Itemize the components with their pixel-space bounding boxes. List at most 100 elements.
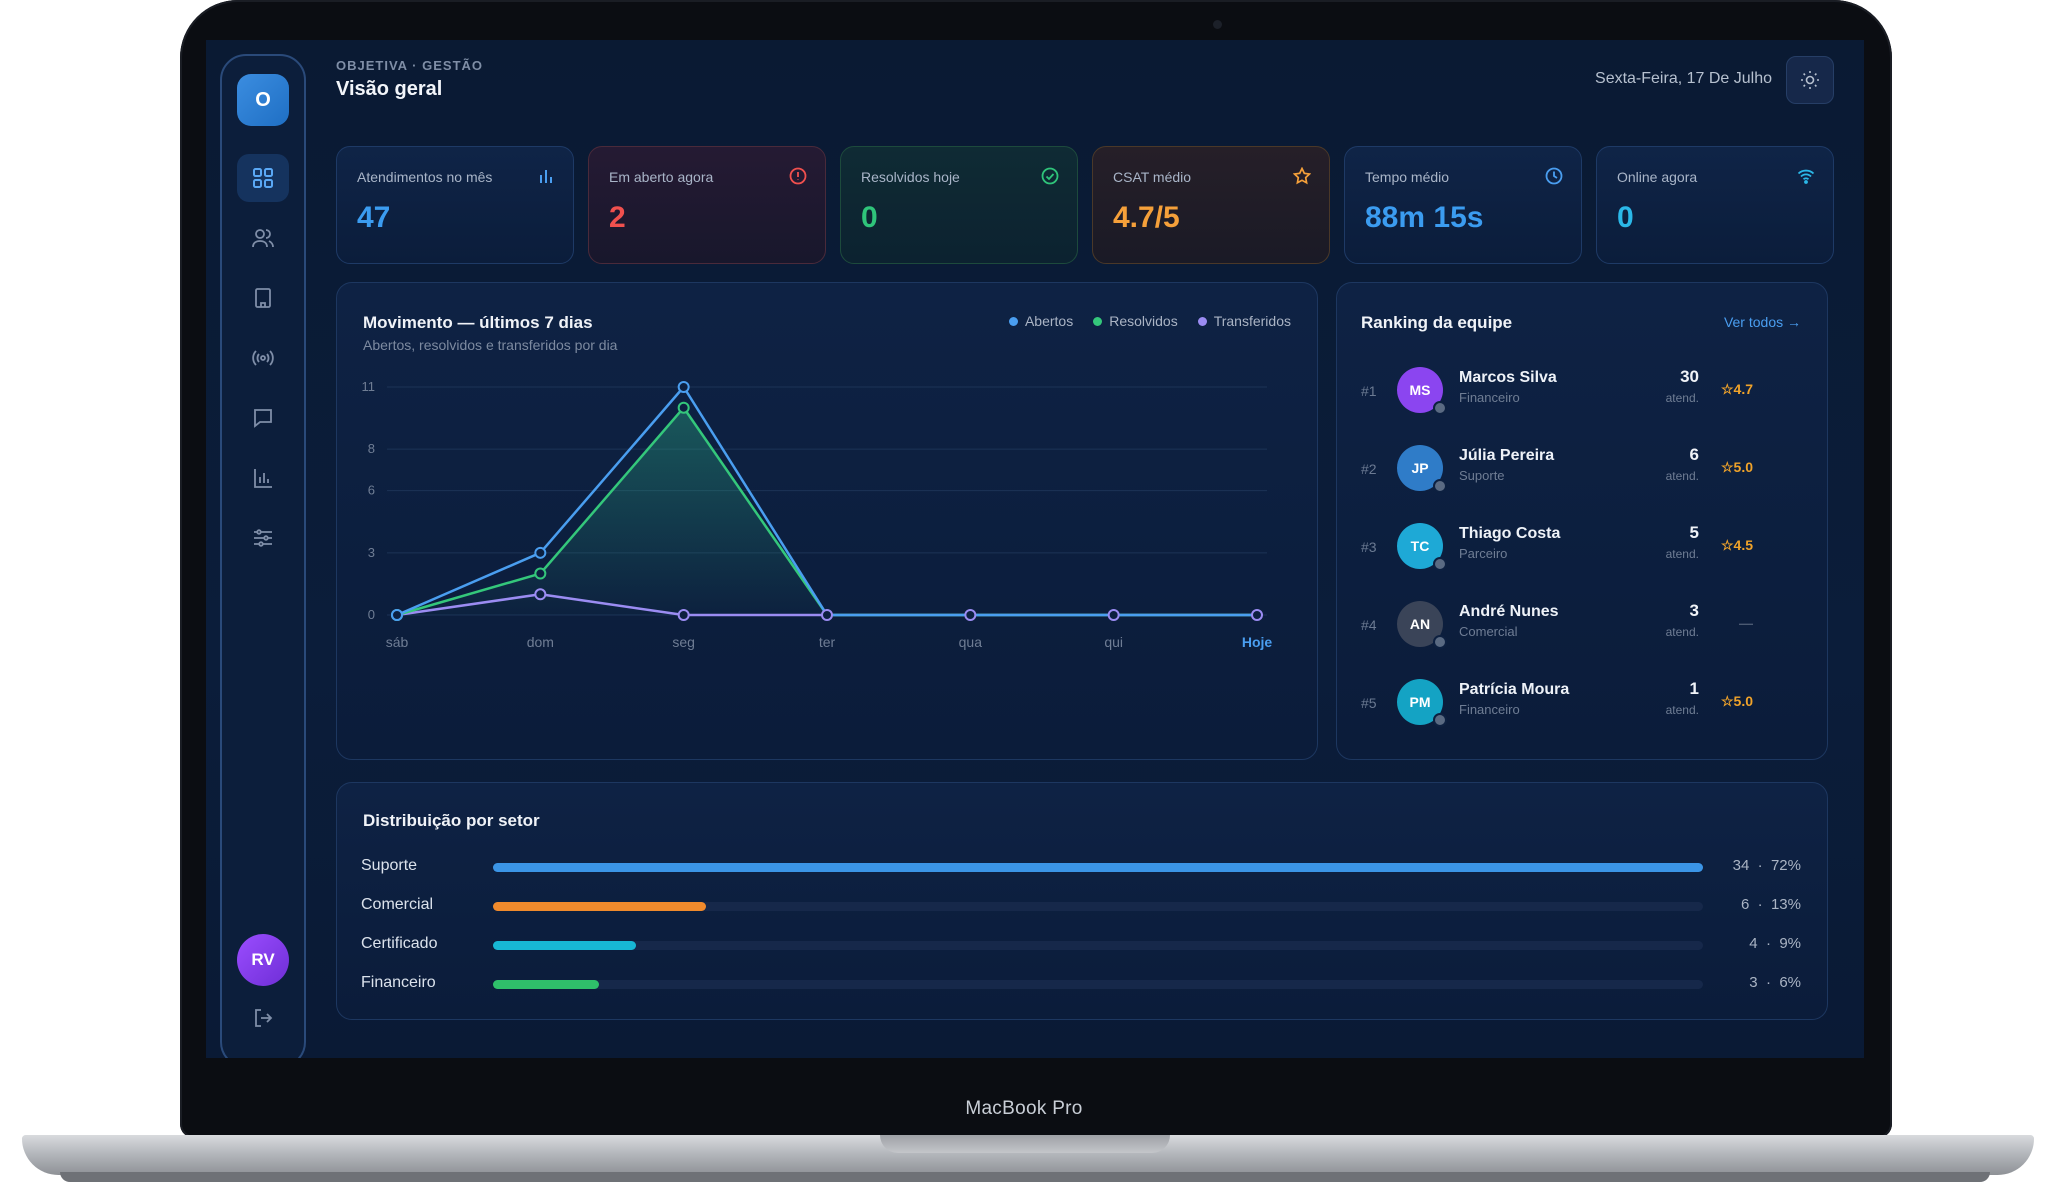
laptop-notch <box>880 1135 1170 1153</box>
page-title: Visão geral <box>336 78 443 100</box>
data-point[interactable] <box>1107 609 1120 621</box>
rank-position: #3 <box>1361 539 1377 555</box>
laptop-foot <box>60 1172 1990 1182</box>
data-point[interactable] <box>677 609 690 621</box>
agent-count-unit: atend. <box>1665 547 1699 561</box>
legend-item-resolvidos[interactable]: Resolvidos <box>1093 313 1178 329</box>
y-tick-label: 8 <box>368 441 375 456</box>
distribution-row: Comercial 6 · 13% <box>361 894 1801 918</box>
legend-item-abertos[interactable]: Abertos <box>1008 313 1073 329</box>
series-area-resolvidos <box>397 407 1257 615</box>
stat-value: 0 <box>1617 201 1634 234</box>
stat-card-online[interactable]: Online agora 0 <box>1596 146 1834 264</box>
sector-bar-fill <box>493 941 636 950</box>
data-point[interactable] <box>677 401 690 414</box>
x-tick-label: qui <box>1104 634 1123 650</box>
ranking-row[interactable]: #5 PM Patrícia Moura Financeiro 1 atend.… <box>1361 675 1801 731</box>
x-tick-label: dom <box>527 634 554 650</box>
legend-item-transferidos[interactable]: Transferidos <box>1197 313 1291 329</box>
data-point[interactable] <box>821 609 833 621</box>
status-dot <box>1433 479 1447 493</box>
sector-bar-fill <box>493 863 1703 872</box>
app-logo[interactable]: O <box>237 74 289 126</box>
rank-position: #5 <box>1361 695 1377 711</box>
agent-count: 3 <box>1689 601 1699 620</box>
chart-title: Movimento — últimos 7 dias <box>363 313 593 332</box>
agent-count: 5 <box>1689 523 1699 542</box>
logout-button[interactable] <box>237 996 289 1040</box>
stat-label: Atendimentos no mês <box>357 169 493 185</box>
agent-rating: — <box>1739 615 1753 631</box>
building-icon <box>255 288 271 308</box>
sector-value: 3 · 6% <box>1749 974 1801 991</box>
data-point[interactable] <box>964 609 977 621</box>
star-icon <box>1292 166 1312 190</box>
current-date: Sexta-Feira, 17 De Julho <box>1595 70 1772 87</box>
agent-name: Patrícia Moura <box>1459 681 1570 698</box>
user-avatar[interactable]: RV <box>237 934 289 986</box>
x-tick-label: qua <box>959 634 983 650</box>
agent-count: 30 <box>1680 367 1699 386</box>
x-tick-label: Hoje <box>1242 634 1273 650</box>
sidebar-item-users[interactable] <box>237 214 289 262</box>
sidebar-item-broadcast[interactable] <box>237 334 289 382</box>
sector-bar-track <box>493 941 1703 950</box>
grid-icon <box>253 168 273 188</box>
device-label: MacBook Pro <box>965 1098 1083 1119</box>
sidebar-item-messages[interactable] <box>237 394 289 442</box>
ranking-row[interactable]: #2 JP Júlia Pereira Suporte 6 atend. ☆5.… <box>1361 441 1801 497</box>
chart-panel: Movimento — últimos 7 dias Abertos, reso… <box>336 282 1318 760</box>
distribution-panel: Distribuição por setor Suporte 34 · 72% … <box>336 782 1828 1020</box>
stat-card-resolvidos[interactable]: Resolvidos hoje 0 <box>840 146 1078 264</box>
agent-count-unit: atend. <box>1665 703 1699 717</box>
data-point[interactable] <box>677 381 690 393</box>
stat-label: Em aberto agora <box>609 169 714 185</box>
sun-icon <box>1801 71 1819 89</box>
agent-count: 1 <box>1689 679 1699 698</box>
broadcast-icon <box>252 350 274 366</box>
sidebar-item-settings[interactable] <box>237 514 289 562</box>
app-screen: O RV OBJETIVA · GESTÃO Visão geral Sexta… <box>206 40 1864 1058</box>
x-tick-label: sáb <box>386 634 409 650</box>
ranking-row[interactable]: #3 TC Thiago Costa Parceiro 5 atend. ☆4.… <box>1361 519 1801 575</box>
agent-rating: ☆4.5 <box>1720 537 1753 553</box>
stat-card-tempo-medio[interactable]: Tempo médio 88m 15s <box>1344 146 1582 264</box>
ranking-row[interactable]: #4 AN André Nunes Comercial 3 atend. — <box>1361 597 1801 653</box>
ranking-panel: Ranking da equipe Ver todos → #1 MS Marc… <box>1336 282 1828 760</box>
y-tick-label: 11 <box>362 379 376 394</box>
status-dot <box>1433 557 1447 571</box>
stat-card-csat[interactable]: CSAT médio 4.7/5 <box>1092 146 1330 264</box>
agent-name: André Nunes <box>1459 603 1559 620</box>
sector-bar-fill <box>493 980 600 989</box>
camera <box>1213 20 1222 29</box>
sector-bar-track <box>493 980 1703 989</box>
rank-position: #1 <box>1361 383 1377 399</box>
y-tick-label: 3 <box>368 545 375 560</box>
data-point[interactable] <box>534 567 547 580</box>
sidebar-item-dashboard[interactable] <box>237 154 289 202</box>
agent-name: Thiago Costa <box>1459 525 1561 542</box>
sidebar-item-reports[interactable] <box>237 454 289 502</box>
ranking-row[interactable]: #1 MS Marcos Silva Financeiro 30 atend. … <box>1361 363 1801 419</box>
stat-card-atendimentos[interactable]: Atendimentos no mês 47 <box>336 146 574 264</box>
rank-position: #4 <box>1361 617 1377 633</box>
alert-circle-icon <box>789 167 807 190</box>
data-point[interactable] <box>534 546 547 559</box>
agent-rating: ☆4.7 <box>1720 381 1753 397</box>
y-tick-label: 6 <box>368 483 375 498</box>
wifi-icon <box>1797 167 1815 190</box>
agent-department: Suporte <box>1459 468 1505 483</box>
data-point[interactable] <box>391 609 403 621</box>
sidebar-item-building[interactable] <box>237 274 289 322</box>
theme-toggle-button[interactable] <box>1786 56 1834 104</box>
sector-bar-track <box>493 863 1703 872</box>
sector-value: 34 · 72% <box>1732 857 1801 874</box>
view-all-link[interactable]: Ver todos → <box>1723 314 1801 330</box>
data-point[interactable] <box>1251 609 1263 621</box>
stat-card-em-aberto[interactable]: Em aberto agora 2 <box>588 146 826 264</box>
data-point[interactable] <box>534 588 547 601</box>
stat-value: 2 <box>609 201 626 234</box>
agent-department: Parceiro <box>1459 546 1508 561</box>
chart-subtitle: Abertos, resolvidos e transferidos por d… <box>363 337 618 353</box>
sector-name: Comercial <box>361 896 434 913</box>
